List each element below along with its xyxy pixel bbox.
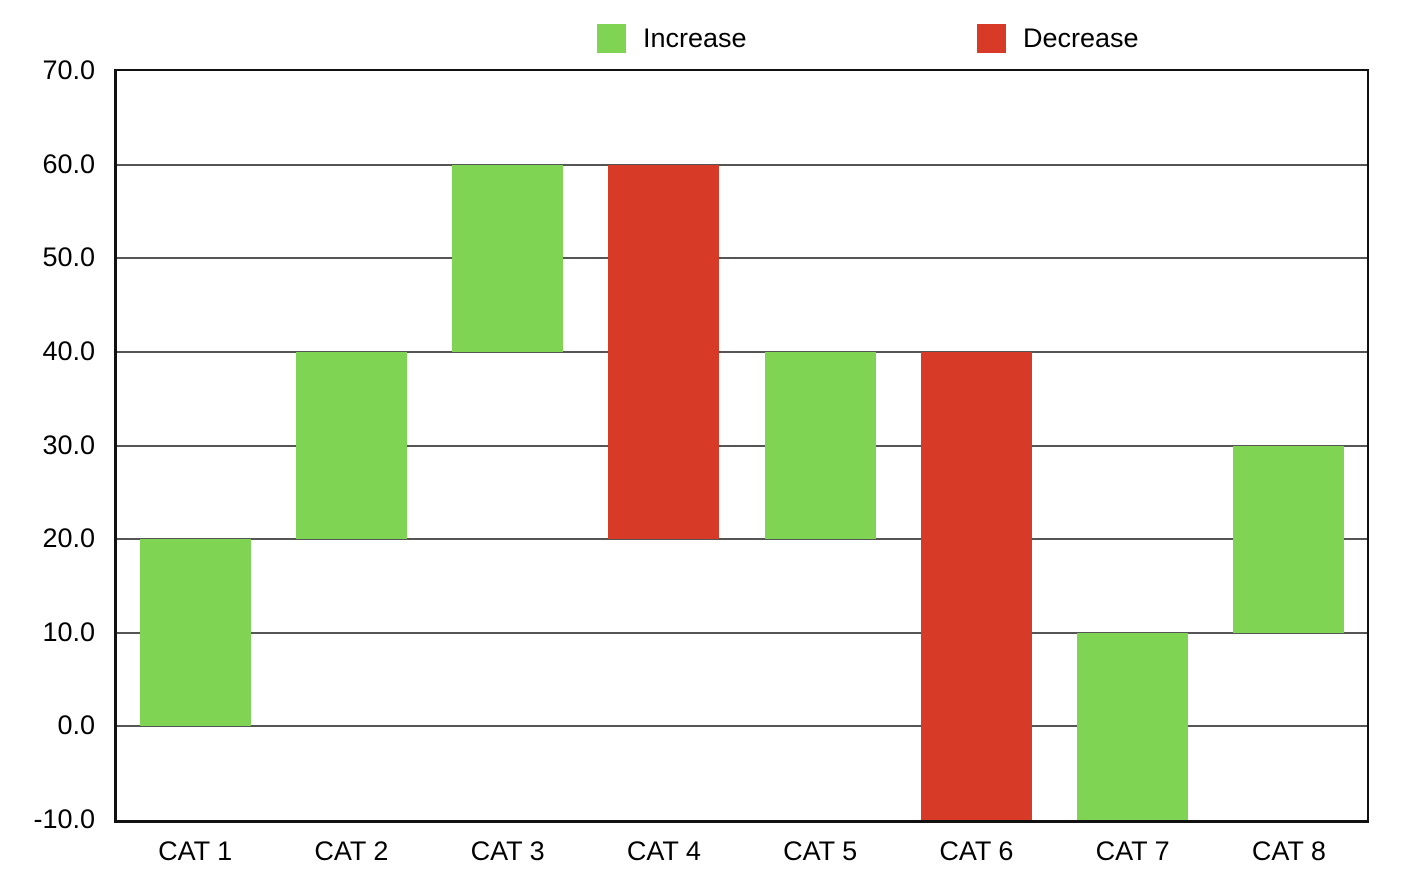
- gridline-40: [117, 350, 1367, 353]
- x-axis-label-cat-3: CAT 3: [470, 836, 545, 866]
- waterfall-bar-cat-6: [920, 351, 1032, 820]
- decrease-swatch: [977, 23, 1006, 53]
- y-tick-label-40.0: 40.0: [42, 335, 95, 366]
- x-axis-label-cat-1: CAT 1: [158, 836, 233, 866]
- y-tick-label--10.0: -10.0: [33, 804, 95, 834]
- legend-label-decrease: Decrease: [1023, 23, 1139, 53]
- gridline-50: [117, 257, 1367, 260]
- y-tick-label-10.0: 10.0: [42, 616, 95, 647]
- waterfall-bar-cat-8: [1233, 445, 1345, 633]
- plot-area: [114, 69, 1369, 823]
- gridline-10: [117, 631, 1367, 634]
- waterfall-bar-cat-5: [764, 351, 876, 540]
- x-axis-label-cat-7: CAT 7: [1095, 836, 1170, 866]
- legend-item-decrease: Decrease: [977, 23, 1139, 53]
- waterfall-bar-cat-1: [139, 539, 251, 727]
- y-tick-label-30.0: 30.0: [42, 429, 95, 460]
- waterfall-bar-cat-3: [452, 164, 564, 352]
- y-tick-label-60.0: 60.0: [42, 148, 95, 179]
- increase-swatch: [597, 23, 626, 53]
- legend-item-increase: Increase: [597, 23, 747, 53]
- y-tick-label-50.0: 50.0: [42, 242, 95, 273]
- legend-label-increase: Increase: [643, 23, 747, 53]
- waterfall-bar-cat-7: [1077, 632, 1189, 820]
- waterfall-bar-cat-4: [608, 164, 720, 540]
- gridline-0: [117, 725, 1367, 728]
- x-axis-label-cat-4: CAT 4: [626, 836, 701, 866]
- x-axis-label-cat-2: CAT 2: [314, 836, 389, 866]
- x-axis-label-cat-8: CAT 8: [1251, 836, 1326, 866]
- y-tick-label-20.0: 20.0: [42, 523, 95, 554]
- y-tick-label-0.0: 0.0: [57, 710, 95, 741]
- gridline-20: [117, 538, 1367, 541]
- y-tick-label-70.0: 70.0: [42, 55, 95, 85]
- x-axis-label-cat-5: CAT 5: [783, 836, 858, 866]
- gridline-30: [117, 444, 1367, 447]
- waterfall-bar-cat-2: [295, 351, 407, 540]
- gridline-60: [117, 163, 1367, 166]
- x-axis-label-cat-6: CAT 6: [939, 836, 1014, 866]
